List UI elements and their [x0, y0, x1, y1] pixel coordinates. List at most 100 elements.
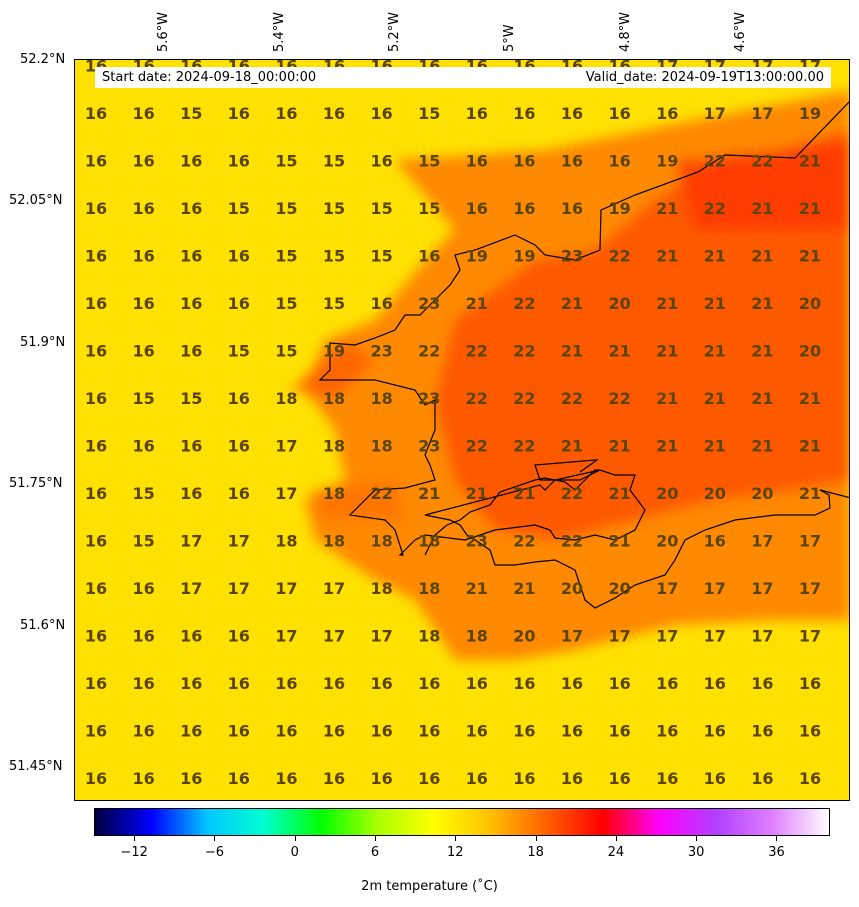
grid-value: 22: [704, 199, 726, 218]
colorbar-tickmark: [696, 836, 698, 841]
grid-value: 16: [799, 769, 821, 788]
grid-value: 22: [466, 342, 488, 361]
grid-value: 15: [132, 389, 154, 408]
grid-value: 16: [466, 769, 488, 788]
grid-value: 16: [228, 769, 250, 788]
grid-value: 21: [561, 342, 583, 361]
grid-value: 16: [561, 199, 583, 218]
grid-value: 15: [418, 104, 440, 123]
grid-value: 19: [799, 104, 821, 123]
grid-value: 21: [656, 294, 678, 313]
grid-value: 16: [370, 722, 392, 741]
grid-value: 21: [799, 437, 821, 456]
grid-value: 22: [370, 484, 392, 503]
grid-value: 21: [704, 342, 726, 361]
grid-value: 16: [561, 722, 583, 741]
grid-value: 17: [275, 627, 297, 646]
grid-value: 21: [799, 389, 821, 408]
lat-label: 51.45°N: [9, 759, 63, 774]
grid-value: 20: [608, 294, 630, 313]
grid-value: 16: [85, 627, 107, 646]
grid-value: 17: [751, 627, 773, 646]
grid-value: 18: [275, 389, 297, 408]
grid-value: 15: [275, 199, 297, 218]
grid-value: 16: [275, 674, 297, 693]
grid-value: 15: [370, 199, 392, 218]
grid-value: 19: [466, 247, 488, 266]
grid-value: 22: [513, 342, 535, 361]
lat-label: 51.75°N: [9, 476, 63, 491]
grid-value: 16: [751, 722, 773, 741]
grid-value: 21: [704, 437, 726, 456]
grid-value: 21: [751, 199, 773, 218]
map-panel[interactable]: 16 16 16 16 16 16 16 16 16 16 16 16 17 17 17 17 16 16 15 16…: [74, 59, 850, 801]
lon-label: 5.4°W: [272, 11, 287, 52]
grid-value: 16: [85, 152, 107, 171]
grid-value: 22: [561, 484, 583, 503]
grid-value: 16: [561, 674, 583, 693]
grid-value: 16: [751, 674, 773, 693]
grid-value: 16: [180, 627, 202, 646]
grid-value: 16: [228, 484, 250, 503]
grid-value: 16: [608, 152, 630, 171]
grid-value: 22: [704, 152, 726, 171]
grid-value: 23: [418, 437, 440, 456]
colorbar-tick-label: 0: [290, 845, 299, 860]
grid-value: 20: [799, 342, 821, 361]
grid-value: 21: [608, 484, 630, 503]
grid-value: 20: [561, 579, 583, 598]
grid-value: 21: [466, 484, 488, 503]
grid-value: 19: [608, 199, 630, 218]
grid-value: 18: [323, 484, 345, 503]
grid-value: 15: [323, 247, 345, 266]
colorbar-tick-label: 30: [687, 845, 705, 860]
grid-value: 17: [180, 579, 202, 598]
colorbar-tick-label: 12: [447, 845, 464, 860]
grid-value: 16: [323, 769, 345, 788]
grid-value: 16: [323, 722, 345, 741]
grid-value: 21: [799, 199, 821, 218]
grid-value: 17: [228, 532, 250, 551]
grid-value: 17: [751, 104, 773, 123]
grid-value: 23: [561, 247, 583, 266]
grid-value: 21: [608, 437, 630, 456]
lat-label: 52.05°N: [9, 193, 63, 208]
grid-value: 15: [323, 152, 345, 171]
grid-value: 21: [799, 484, 821, 503]
lat-label: 52.2°N: [20, 52, 66, 67]
grid-value: 22: [513, 389, 535, 408]
grid-value: 18: [418, 532, 440, 551]
grid-value: 16: [561, 769, 583, 788]
grid-value: 23: [370, 342, 392, 361]
grid-value: 17: [704, 104, 726, 123]
grid-value: 16: [751, 769, 773, 788]
grid-value: 16: [132, 199, 154, 218]
grid-value: 16: [656, 769, 678, 788]
coastline: [318, 101, 849, 556]
lon-label: 4.8°W: [618, 11, 633, 52]
grid-value: 16: [85, 722, 107, 741]
grid-value: 15: [275, 342, 297, 361]
grid-value: 21: [751, 389, 773, 408]
grid-value: 21: [656, 199, 678, 218]
grid-value: 16: [608, 674, 630, 693]
grid-value: 16: [418, 247, 440, 266]
grid-value: 16: [656, 104, 678, 123]
grid-value: 18: [370, 389, 392, 408]
grid-value: 16: [418, 722, 440, 741]
grid-value: 16: [370, 152, 392, 171]
grid-value: 16: [85, 389, 107, 408]
grid-value: 16: [323, 674, 345, 693]
grid-value: 22: [513, 437, 535, 456]
grid-value: 16: [132, 104, 154, 123]
start-date-label: Start date: 2024-09-18_00:00:00: [102, 70, 317, 85]
grid-value: 16: [132, 722, 154, 741]
grid-value: 16: [513, 199, 535, 218]
grid-value: 15: [323, 294, 345, 313]
colorbar-tick-label: −12: [120, 845, 148, 860]
grid-value: 18: [370, 579, 392, 598]
grid-value: 16: [608, 769, 630, 788]
grid-value: 17: [799, 627, 821, 646]
grid-value: 16: [180, 152, 202, 171]
colorbar-tickmark: [455, 836, 457, 841]
